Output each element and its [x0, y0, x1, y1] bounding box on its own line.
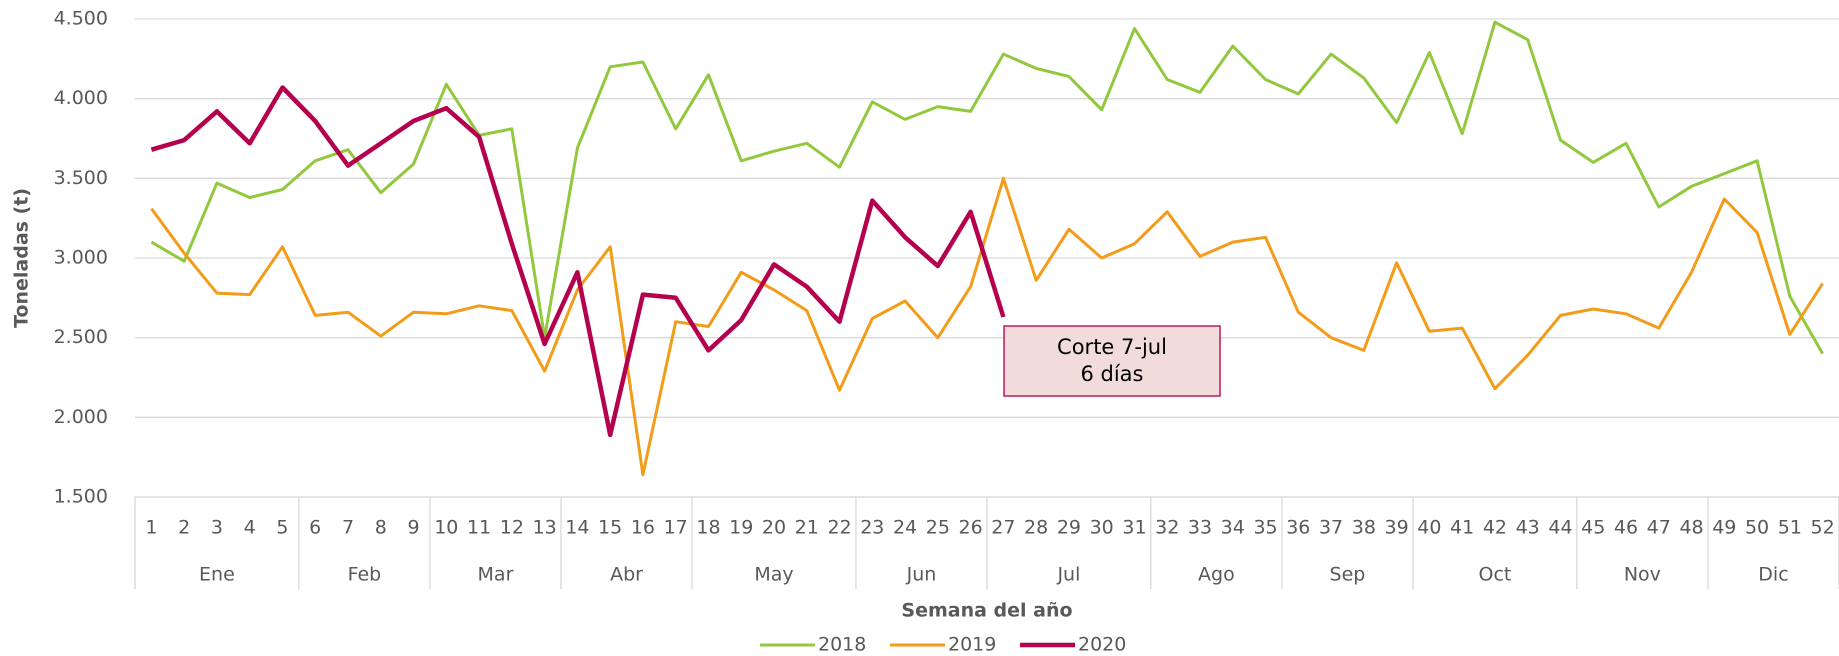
- legend-label: 2019: [948, 634, 996, 656]
- x-tick-label: 46: [1614, 517, 1638, 539]
- x-group-label: Jul: [1056, 564, 1080, 586]
- x-tick-label: 50: [1745, 517, 1769, 539]
- x-tick-label: 20: [762, 517, 786, 539]
- x-group-label: Ago: [1198, 564, 1235, 586]
- legend-label: 2018: [818, 634, 866, 656]
- y-tick-label: 3.500: [54, 167, 108, 189]
- x-tick-label: 35: [1253, 517, 1277, 539]
- x-tick-label: 41: [1450, 517, 1474, 539]
- legend-label: 2020: [1078, 634, 1126, 656]
- x-tick-label: 8: [375, 517, 387, 539]
- x-tick-label: 17: [664, 517, 688, 539]
- x-group-label: Ene: [199, 564, 235, 586]
- x-tick-label: 12: [500, 517, 524, 539]
- y-tick-label: 2.500: [54, 326, 108, 348]
- x-tick-label: 48: [1679, 517, 1703, 539]
- x-tick-label: 38: [1352, 517, 1376, 539]
- x-group-label: Abr: [610, 564, 643, 586]
- x-tick-label: 19: [729, 517, 753, 539]
- x-tick-label: 22: [827, 517, 851, 539]
- x-tick-label: 34: [1221, 517, 1245, 539]
- x-group-label: Jun: [906, 564, 937, 586]
- x-tick-label: 14: [565, 517, 589, 539]
- x-tick-label: 39: [1385, 517, 1409, 539]
- x-tick-label: 13: [533, 517, 557, 539]
- series-line: [150, 85, 1006, 438]
- x-tick-label: 11: [467, 517, 491, 539]
- x-tick-label: 40: [1417, 517, 1441, 539]
- x-tick-label: 52: [1811, 517, 1835, 539]
- x-tick-label: 1: [145, 517, 157, 539]
- x-tick-label: 27: [991, 517, 1015, 539]
- x-tick-label: 32: [1155, 517, 1179, 539]
- y-tick-label: 4.000: [54, 87, 108, 109]
- x-group-label: Sep: [1330, 564, 1366, 586]
- x-tick-label: 9: [407, 517, 419, 539]
- x-tick-label: 26: [959, 517, 983, 539]
- x-tick-label: 4: [244, 517, 256, 539]
- x-tick-label: 36: [1286, 517, 1310, 539]
- y-tick-label: 2.000: [54, 406, 108, 428]
- x-tick-label: 47: [1647, 517, 1671, 539]
- y-tick-label: 1.500: [54, 486, 108, 508]
- x-tick-label: 33: [1188, 517, 1212, 539]
- x-tick-label: 15: [598, 517, 622, 539]
- x-group-label: Feb: [348, 564, 382, 586]
- x-tick-label: 10: [434, 517, 458, 539]
- annotation-box: [1003, 325, 1221, 397]
- x-tick-label: 16: [631, 517, 655, 539]
- x-tick-label: 43: [1516, 517, 1540, 539]
- x-group-label: Oct: [1478, 564, 1511, 586]
- series-line: [150, 176, 1824, 477]
- x-tick-label: 30: [1090, 517, 1114, 539]
- x-group-label: Dic: [1758, 564, 1788, 586]
- x-tick-label: 3: [211, 517, 223, 539]
- x-tick-label: 6: [309, 517, 321, 539]
- x-axis-title: Semana del año: [901, 600, 1072, 622]
- x-tick-label: 31: [1122, 517, 1146, 539]
- x-tick-label: 28: [1024, 517, 1048, 539]
- x-tick-label: 37: [1319, 517, 1343, 539]
- series-line: [150, 20, 1824, 355]
- x-tick-label: 51: [1778, 517, 1802, 539]
- x-tick-label: 29: [1057, 517, 1081, 539]
- y-tick-label: 4.500: [54, 8, 108, 30]
- x-tick-label: 42: [1483, 517, 1507, 539]
- x-tick-label: 7: [342, 517, 354, 539]
- y-tick-label: 3.000: [54, 247, 108, 269]
- annotation-text: Corte 7-jul: [1057, 335, 1167, 359]
- x-tick-label: 23: [860, 517, 884, 539]
- x-tick-label: 2: [178, 517, 190, 539]
- x-tick-label: 45: [1581, 517, 1605, 539]
- x-tick-label: 49: [1712, 517, 1736, 539]
- x-tick-label: 25: [926, 517, 950, 539]
- x-tick-label: 24: [893, 517, 917, 539]
- x-group-label: Nov: [1624, 564, 1661, 586]
- x-group-label: Mar: [478, 564, 514, 586]
- y-axis-title: Toneladas (t): [11, 188, 33, 328]
- x-tick-label: 44: [1548, 517, 1572, 539]
- x-tick-label: 5: [276, 517, 288, 539]
- annotation-text: 6 días: [1080, 362, 1143, 386]
- x-tick-label: 21: [795, 517, 819, 539]
- x-group-label: May: [754, 564, 793, 586]
- x-tick-label: 18: [696, 517, 720, 539]
